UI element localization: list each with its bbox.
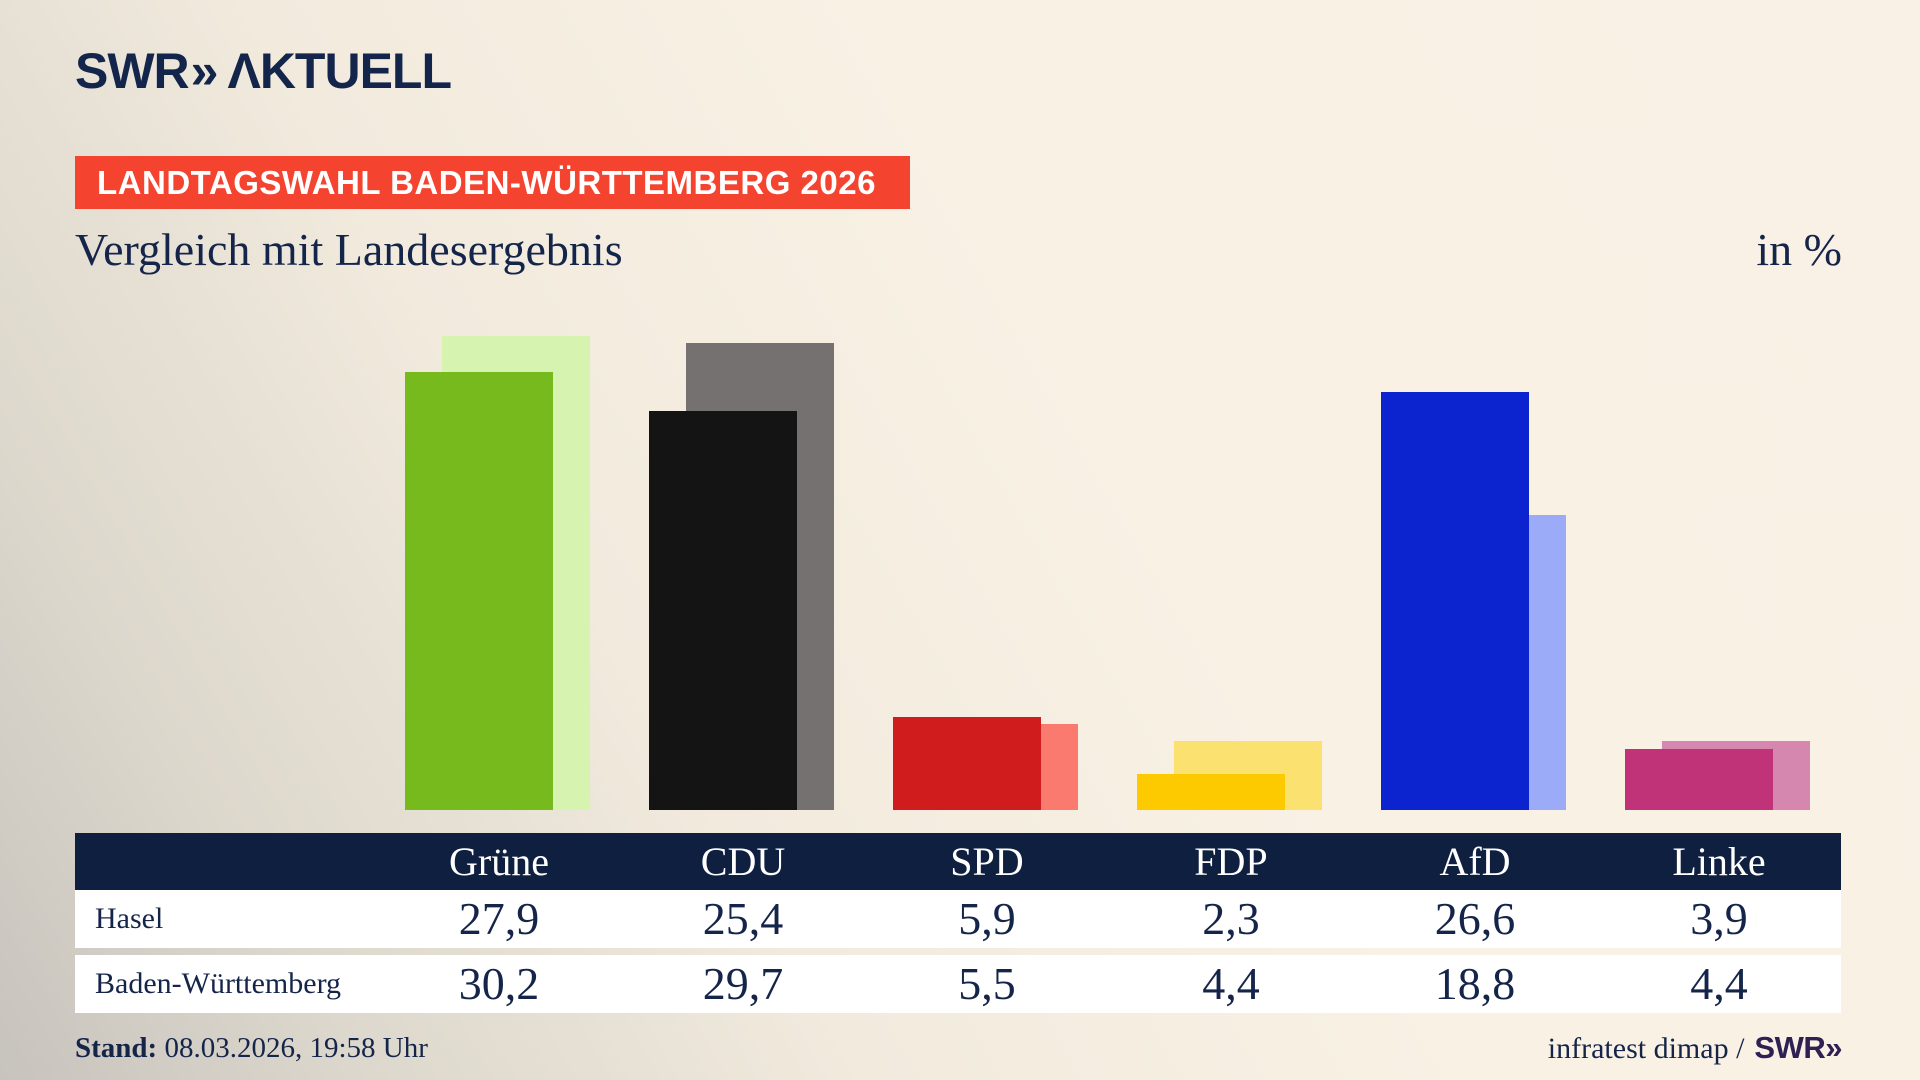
unit-label: in % <box>1756 224 1842 275</box>
logo-suffix-text: ΛKTUELL <box>227 43 452 99</box>
bar-afd-hasel <box>1381 392 1529 810</box>
table-header-cell-spd: SPD <box>950 838 1024 884</box>
table-value-cell: 26,6 <box>1434 893 1516 944</box>
timestamp: Stand: 08.03.2026, 19:58 Uhr <box>75 1032 428 1065</box>
swr-aktuell-logo: SWR» ΛKTUELL <box>75 43 452 99</box>
table-row-baden-wuerttemberg: Baden-Württemberg 30,2 29,7 5,5 4,4 18,8… <box>75 955 1841 1013</box>
table-value-cell: 5,9 <box>958 893 1016 944</box>
table-value-cell: 5,5 <box>958 958 1016 1009</box>
bar-fdp-hasel <box>1137 774 1285 810</box>
table-header-cell-fdp: FDP <box>1194 838 1268 884</box>
bar-cdu-hasel <box>649 411 797 810</box>
table-value-cell: 4,4 <box>1690 958 1748 1009</box>
table-value-cell: 2,3 <box>1202 893 1260 944</box>
table-header-cell-afd: AfD <box>1439 838 1511 884</box>
bar-spd-hasel <box>893 717 1041 810</box>
table-header-cell-linke: Linke <box>1672 838 1766 884</box>
source-credit: infratest dimap / SWR» <box>1547 1030 1843 1066</box>
results-table: Grüne CDU SPD FDP AfD Linke Hasel 27,9 2… <box>75 833 1841 1013</box>
table-value-cell: 30,2 <box>458 958 540 1009</box>
table-value-cell: 4,4 <box>1202 958 1260 1009</box>
table-header-cell-cdu: CDU <box>700 838 786 884</box>
source-text: infratest dimap / <box>1547 1032 1745 1065</box>
table-row-hasel: Hasel 27,9 25,4 5,9 2,3 26,6 3,9 <box>75 890 1841 948</box>
page-title: Vergleich mit Landesergebnis <box>75 224 623 275</box>
table-value-cell: 29,7 <box>702 958 784 1009</box>
stand-label: Stand: <box>75 1032 158 1064</box>
table-value-cell: 18,8 <box>1434 958 1516 1009</box>
bar-gruene-hasel <box>405 372 553 810</box>
banner-text: LANDTAGSWAHL BADEN-WÜRTTEMBERG 2026 <box>97 163 876 201</box>
stand-value: 08.03.2026, 19:58 Uhr <box>164 1032 428 1064</box>
table-row-label: Hasel <box>95 902 164 935</box>
bar-linke-hasel <box>1625 749 1773 810</box>
table-value-cell: 27,9 <box>458 893 540 944</box>
bar-chart <box>405 336 1810 810</box>
logo-chevron-icon: » <box>190 43 219 99</box>
table-value-cell: 25,4 <box>702 893 784 944</box>
table-row-label: Baden-Württemberg <box>95 967 342 1000</box>
logo-brand-text: SWR <box>75 43 190 99</box>
election-banner: LANDTAGSWAHL BADEN-WÜRTTEMBERG 2026 <box>75 156 910 209</box>
table-header-row: Grüne CDU SPD FDP AfD Linke <box>75 833 1841 890</box>
table-value-cell: 3,9 <box>1690 893 1748 944</box>
table-header-cell-gruene: Grüne <box>449 838 549 884</box>
source-brand-logo: SWR» <box>1754 1030 1842 1065</box>
